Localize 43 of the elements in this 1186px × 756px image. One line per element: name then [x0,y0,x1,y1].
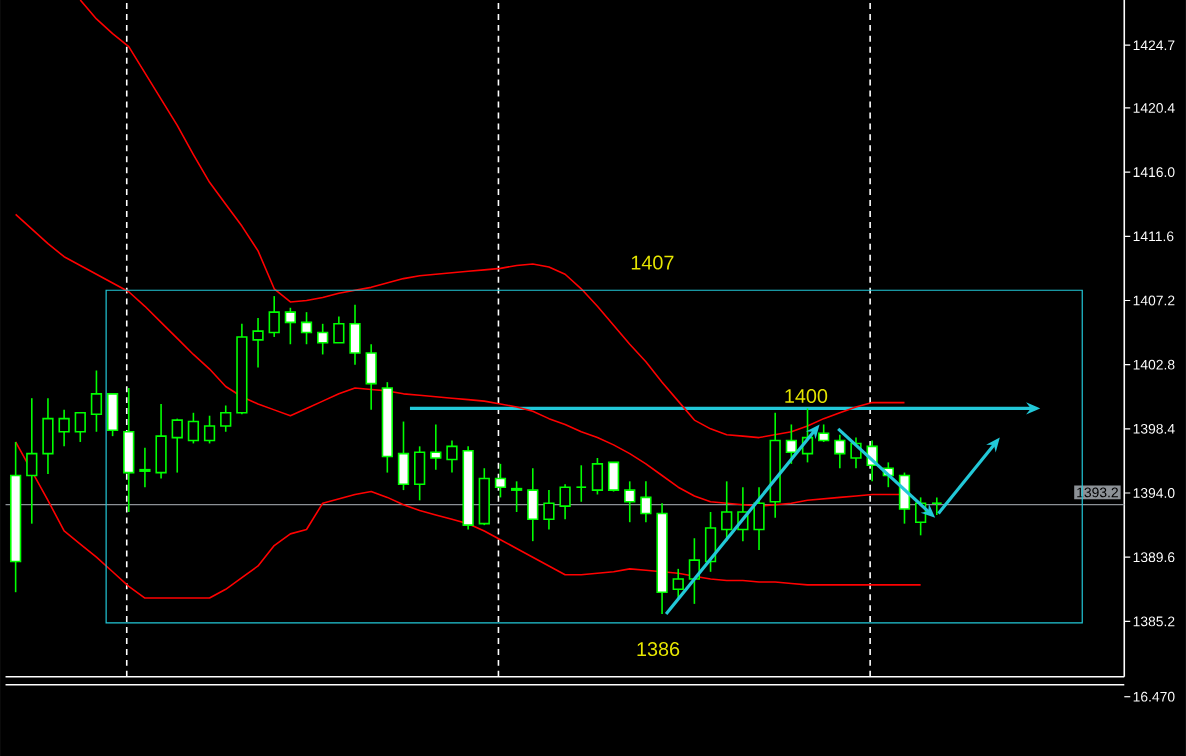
candlestick [607,461,620,493]
ref-line-label: 1400 [785,388,828,403]
candlestick [478,467,490,526]
candlestick [931,496,943,516]
annotation: 1407 [631,255,674,270]
candlestick [527,467,539,542]
candlestick [58,408,70,447]
candlestick [640,480,652,523]
candlestick [317,322,329,356]
candlestick [834,433,846,469]
candlestick [333,315,345,344]
candlestick [543,489,555,531]
candlestick [349,303,361,366]
candlestick [624,480,636,523]
annotation: 1386 [637,641,680,656]
candlestick [446,439,458,474]
candlestick [220,404,232,433]
candlestick [414,445,426,501]
candlestick [74,411,86,443]
candlestick [284,306,297,345]
candlestick [26,397,38,525]
candlestick [672,567,684,601]
candlestick [575,464,587,503]
candlestick [203,414,216,445]
candlestick [106,392,119,437]
candlestick [252,316,264,369]
candlestick [187,411,200,445]
candlestick [268,295,280,338]
candlestick [171,417,183,474]
candlestick [42,397,54,475]
candlestick [139,446,151,488]
candlestick [430,423,442,471]
candlestick [365,343,377,411]
candlestick [785,423,797,465]
candlestick [155,403,167,480]
candlestick [721,480,733,542]
candlestick [559,483,571,520]
candlestick [753,486,765,551]
candlestick [591,457,604,496]
candlestick [397,420,410,491]
candlestick [510,480,523,513]
candlestick [90,369,103,433]
candlestick [300,311,313,345]
